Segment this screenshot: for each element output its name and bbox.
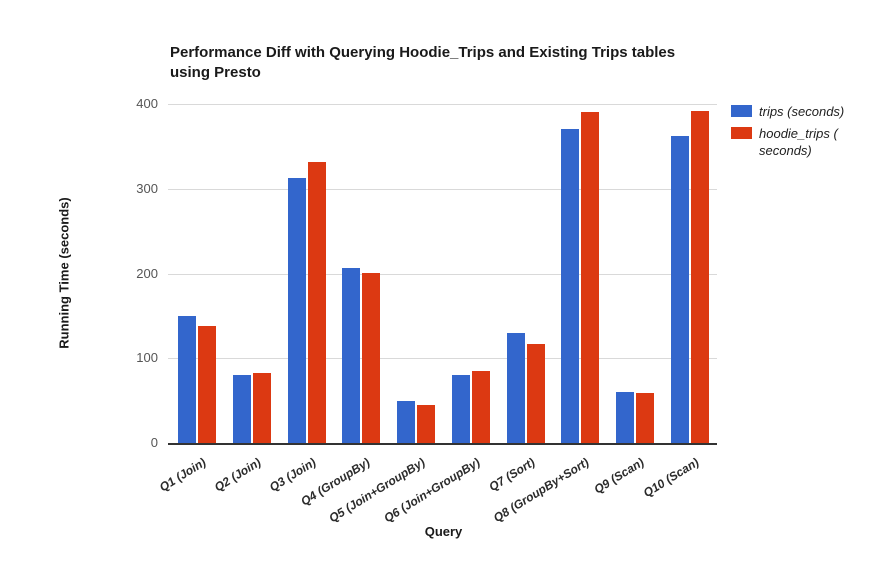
bars-area bbox=[170, 104, 717, 443]
bar bbox=[178, 315, 197, 443]
gridline bbox=[168, 358, 717, 360]
bar bbox=[615, 392, 634, 443]
gridline bbox=[168, 273, 717, 275]
bar-group bbox=[170, 104, 225, 443]
bar bbox=[342, 267, 361, 443]
chart-title: Performance Diff with Querying Hoodie_Tr… bbox=[170, 43, 790, 83]
bar bbox=[526, 343, 545, 443]
chart-title-line-2: using Presto bbox=[170, 64, 261, 81]
x-axis-line bbox=[168, 443, 717, 445]
x-axis-title: Query bbox=[424, 524, 463, 539]
bar bbox=[690, 110, 709, 443]
bar-group bbox=[279, 104, 334, 443]
y-tick-label: 0 bbox=[150, 435, 158, 450]
chart-title-line-1: Performance Diff with Querying Hoodie_Tr… bbox=[170, 44, 676, 61]
legend-swatch bbox=[731, 105, 752, 117]
bar bbox=[506, 332, 525, 443]
x-axis-labels: Q1 (Join) Q2 (Join) Q3 (Join) Q4 (GroupBy) Q… bbox=[157, 443, 717, 525]
bar bbox=[253, 372, 272, 443]
bar bbox=[561, 129, 580, 443]
bar-group bbox=[662, 104, 717, 443]
legend-swatch bbox=[731, 127, 752, 139]
y-tick-label: 100 bbox=[136, 350, 158, 366]
gridline bbox=[168, 104, 717, 105]
bar bbox=[397, 400, 416, 443]
y-axis-tick-labels: 0 100 200 300 400 bbox=[100, 97, 158, 450]
y-tick-label: 400 bbox=[136, 96, 158, 111]
bar-group bbox=[389, 104, 444, 443]
bar bbox=[670, 136, 689, 443]
bar-group bbox=[608, 104, 663, 443]
legend: trips (seconds) hoodie_trips ( seconds) bbox=[731, 103, 883, 164]
bar-group bbox=[225, 104, 280, 443]
legend-label: trips (seconds) bbox=[759, 104, 845, 119]
bar bbox=[581, 112, 600, 443]
bar bbox=[287, 177, 306, 443]
legend-item: trips (seconds) bbox=[731, 103, 883, 120]
legend-label: hoodie_trips ( seconds) bbox=[759, 126, 838, 158]
bar bbox=[198, 326, 217, 443]
bar bbox=[417, 404, 436, 443]
bar-group bbox=[334, 104, 389, 443]
bar bbox=[362, 272, 381, 443]
bar bbox=[451, 375, 470, 443]
y-tick-label: 300 bbox=[136, 180, 158, 196]
legend-item: hoodie_trips ( seconds) bbox=[731, 125, 883, 159]
bar bbox=[233, 375, 252, 443]
bar bbox=[307, 161, 326, 443]
bar bbox=[635, 393, 654, 443]
y-tick-label: 200 bbox=[136, 265, 158, 281]
plot-area: Q1 (Join) Q2 (Join) Q3 (Join) Q4 (GroupBy) Q… bbox=[157, 104, 717, 525]
bar-group bbox=[444, 104, 499, 443]
y-axis-title: Running Time (seconds) bbox=[56, 197, 72, 349]
gridline bbox=[168, 188, 717, 190]
bar-group bbox=[553, 104, 608, 443]
bar bbox=[471, 370, 490, 443]
bar-group bbox=[498, 104, 553, 443]
